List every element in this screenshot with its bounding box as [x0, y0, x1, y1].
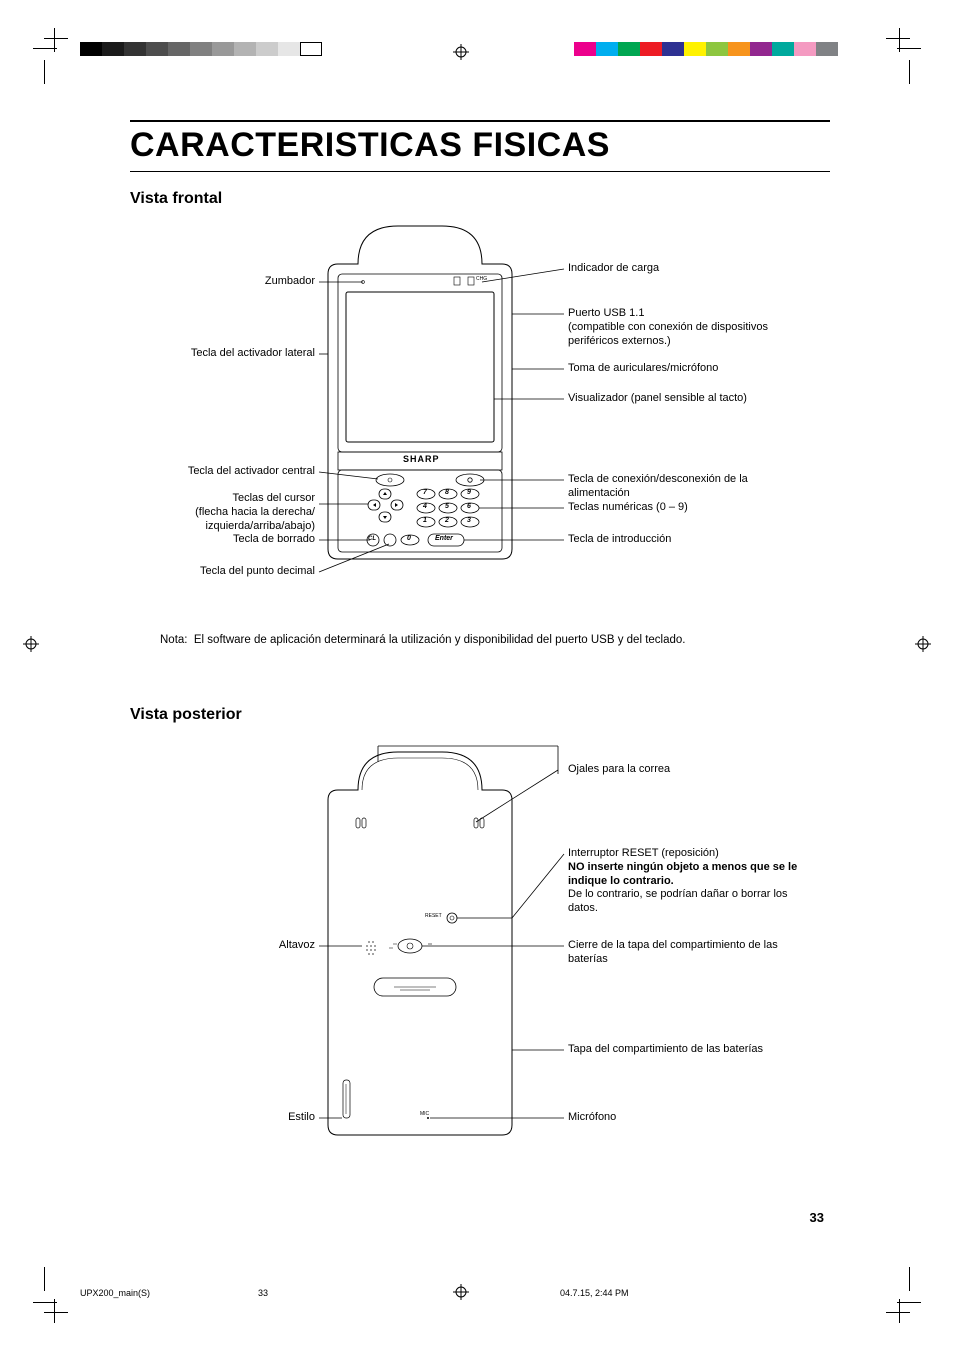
- key-4: 4: [423, 503, 427, 512]
- label-microphone: Micrófono: [568, 1111, 616, 1125]
- label-enter: Tecla de introducción: [568, 533, 671, 547]
- crop-mark: [909, 1267, 910, 1291]
- key-enter: Enter: [435, 535, 453, 544]
- title-rule-bottom: [130, 171, 830, 172]
- page-title: CARACTERISTICAS FISICAS: [130, 126, 830, 165]
- crop-mark: [33, 1302, 57, 1303]
- label-side-trigger: Tecla del activador lateral: [130, 347, 315, 361]
- key-8: 8: [445, 489, 449, 498]
- key-1: 1: [423, 517, 427, 526]
- registration-mark: [453, 44, 469, 60]
- crop-mark: [44, 38, 68, 39]
- page-number: 33: [810, 1210, 824, 1225]
- grayscale-calibration-bar: [80, 42, 322, 56]
- front-view-diagram: SHARP CHG 7 8 9 4 5 6 1 2 3 CL 0 Enter Z…: [130, 214, 830, 594]
- footer-timestamp: 04.7.15, 2:44 PM: [560, 1288, 629, 1298]
- brand-label: SHARP: [403, 454, 440, 465]
- key-3: 3: [467, 517, 471, 526]
- registration-mark: [915, 636, 931, 652]
- color-calibration-bar: [574, 42, 838, 56]
- registration-mark: [23, 636, 39, 652]
- section-back-heading: Vista posterior: [130, 706, 830, 724]
- key-6: 6: [467, 503, 471, 512]
- chg-label: CHG: [476, 276, 487, 282]
- crop-mark: [44, 1267, 45, 1291]
- footer-page: 33: [258, 1288, 268, 1298]
- label-zumbador: Zumbador: [130, 275, 315, 289]
- title-rule-top: [130, 120, 830, 122]
- label-power: Tecla de conexión/desconexión de la alim…: [568, 473, 798, 501]
- label-battery-cover: Tapa del compartimiento de las baterías: [568, 1043, 798, 1057]
- label-decimal: Tecla del punto decimal: [130, 565, 315, 579]
- label-speaker: Altavoz: [130, 939, 315, 953]
- key-0: 0: [407, 535, 411, 544]
- crop-mark: [886, 38, 910, 39]
- key-cl: CL: [368, 536, 376, 544]
- key-2: 2: [445, 517, 449, 526]
- crop-mark: [44, 60, 45, 84]
- mic-small-label: MIC: [420, 1111, 429, 1117]
- label-audio: Toma de auriculares/micrófono: [568, 362, 718, 376]
- label-stylus: Estilo: [130, 1111, 315, 1125]
- label-usb: Puerto USB 1.1 (compatible con conexión …: [568, 307, 798, 348]
- crop-mark: [897, 1302, 921, 1303]
- crop-mark: [33, 48, 57, 49]
- key-7: 7: [423, 489, 427, 498]
- label-cursor: Teclas del cursor (flecha hacia la derec…: [130, 492, 315, 533]
- rear-view-diagram: RESET MIC Altavoz Estilo Ojales para la …: [130, 730, 830, 1160]
- reset-small-label: RESET: [425, 913, 442, 919]
- registration-mark: [453, 1284, 469, 1300]
- label-numeric: Teclas numéricas (0 – 9): [568, 501, 688, 515]
- crop-mark: [897, 48, 921, 49]
- key-9: 9: [467, 489, 471, 498]
- label-reset: Interruptor RESET (reposición) NO insert…: [568, 847, 798, 916]
- label-clear: Tecla de borrado: [130, 533, 315, 547]
- label-strap-eyelets: Ojales para la correa: [568, 763, 670, 777]
- key-5: 5: [445, 503, 449, 512]
- label-battery-latch: Cierre de la tapa del compartimiento de …: [568, 939, 798, 967]
- label-display: Visualizador (panel sensible al tacto): [568, 392, 747, 406]
- crop-mark: [886, 1312, 910, 1313]
- footer-filename: UPX200_main(S): [80, 1288, 150, 1298]
- note-paragraph: Nota: El software de aplicación determin…: [164, 634, 830, 646]
- label-charge-indicator: Indicador de carga: [568, 262, 659, 276]
- label-center-trigger: Tecla del activador central: [130, 465, 315, 479]
- section-front-heading: Vista frontal: [130, 190, 830, 208]
- crop-mark: [909, 60, 910, 84]
- crop-mark: [44, 1312, 68, 1313]
